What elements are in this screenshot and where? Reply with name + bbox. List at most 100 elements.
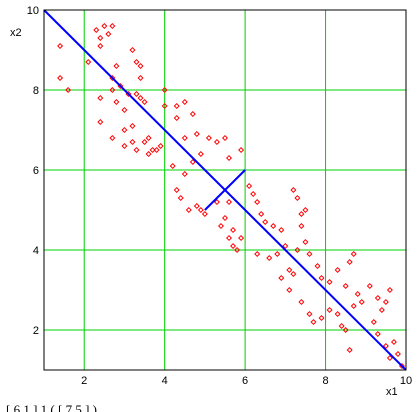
data-point bbox=[161, 86, 168, 94]
data-point bbox=[193, 130, 200, 138]
data-point bbox=[306, 310, 313, 318]
data-point bbox=[137, 62, 144, 70]
data-point bbox=[109, 22, 116, 30]
data-point bbox=[221, 134, 229, 142]
data-point bbox=[298, 210, 305, 218]
data-point bbox=[113, 98, 120, 106]
y-tick-label: 8 bbox=[33, 85, 39, 97]
data-point bbox=[390, 338, 397, 346]
data-point bbox=[274, 250, 281, 258]
data-point bbox=[57, 74, 64, 82]
data-point bbox=[121, 142, 128, 150]
x-tick-label: 2 bbox=[81, 375, 87, 387]
data-point bbox=[374, 294, 381, 302]
data-point bbox=[342, 326, 349, 334]
data-point bbox=[153, 146, 160, 154]
data-point bbox=[226, 198, 233, 206]
data-point bbox=[298, 298, 305, 306]
data-point bbox=[85, 58, 92, 66]
data-point bbox=[382, 342, 389, 350]
data-point bbox=[230, 242, 237, 250]
data-point bbox=[145, 150, 152, 158]
data-point bbox=[294, 246, 301, 254]
data-point bbox=[302, 206, 309, 214]
data-point bbox=[358, 298, 365, 306]
data-point bbox=[306, 250, 313, 258]
data-point bbox=[350, 302, 357, 310]
data-point bbox=[205, 134, 212, 142]
data-point bbox=[181, 98, 188, 106]
data-point bbox=[65, 86, 72, 94]
x-tick-label: 4 bbox=[162, 375, 168, 387]
data-point bbox=[334, 266, 341, 274]
data-point bbox=[346, 346, 353, 354]
data-point bbox=[185, 206, 192, 214]
data-point bbox=[133, 146, 140, 154]
data-point bbox=[133, 58, 140, 66]
data-point bbox=[254, 250, 261, 258]
data-point bbox=[121, 106, 128, 114]
data-points bbox=[57, 22, 405, 370]
data-point bbox=[366, 282, 373, 290]
data-point bbox=[386, 286, 393, 294]
data-point bbox=[173, 102, 180, 110]
x-tick-label: 6 bbox=[242, 375, 248, 387]
data-point bbox=[270, 222, 277, 230]
data-point bbox=[318, 274, 325, 282]
data-point bbox=[129, 138, 136, 146]
data-point bbox=[169, 162, 176, 170]
data-point bbox=[286, 266, 293, 274]
data-point bbox=[189, 158, 196, 166]
data-point bbox=[298, 222, 305, 230]
data-point bbox=[374, 330, 381, 338]
data-point bbox=[141, 138, 148, 146]
x-tick-label: 8 bbox=[322, 375, 328, 387]
data-point bbox=[226, 234, 233, 242]
fitted-lines bbox=[43, 9, 407, 371]
data-point bbox=[161, 102, 168, 110]
data-point bbox=[189, 110, 196, 118]
data-point bbox=[57, 42, 64, 50]
data-point bbox=[338, 322, 345, 330]
x-tick-label: 10 bbox=[400, 375, 412, 387]
data-point bbox=[193, 202, 200, 210]
data-point bbox=[109, 134, 116, 142]
data-point bbox=[258, 210, 265, 218]
data-point bbox=[326, 278, 333, 286]
data-point bbox=[173, 186, 180, 194]
data-point bbox=[302, 238, 309, 246]
data-point bbox=[121, 126, 128, 134]
y-tick-label: 6 bbox=[33, 165, 39, 177]
data-point bbox=[133, 90, 140, 98]
data-point bbox=[137, 94, 144, 102]
data-point bbox=[129, 122, 136, 130]
data-point bbox=[101, 22, 108, 30]
data-point bbox=[217, 222, 224, 230]
data-point bbox=[97, 94, 104, 102]
y-tick-label: 10 bbox=[27, 5, 39, 17]
plot-frame bbox=[43, 9, 407, 371]
y-tick-label: 2 bbox=[33, 325, 39, 337]
data-point bbox=[201, 210, 208, 218]
data-point bbox=[382, 298, 389, 306]
y-tick-label: 4 bbox=[33, 245, 39, 257]
data-point bbox=[286, 286, 293, 294]
data-point bbox=[181, 134, 188, 142]
data-point bbox=[197, 206, 204, 214]
data-point bbox=[350, 250, 357, 258]
data-point bbox=[250, 190, 257, 198]
secondary-axis-line bbox=[204, 169, 246, 211]
data-point bbox=[310, 318, 317, 326]
data-point bbox=[334, 310, 341, 318]
data-point bbox=[221, 214, 229, 222]
data-point bbox=[314, 262, 321, 270]
data-point bbox=[278, 226, 285, 234]
data-point bbox=[141, 98, 148, 106]
data-point bbox=[157, 142, 164, 150]
data-point bbox=[230, 226, 237, 234]
data-point bbox=[149, 146, 156, 154]
data-point bbox=[105, 30, 112, 38]
tick-labels: 2 4 6 8 10 2 4 6 8 10 bbox=[27, 5, 412, 387]
data-point bbox=[113, 62, 120, 70]
